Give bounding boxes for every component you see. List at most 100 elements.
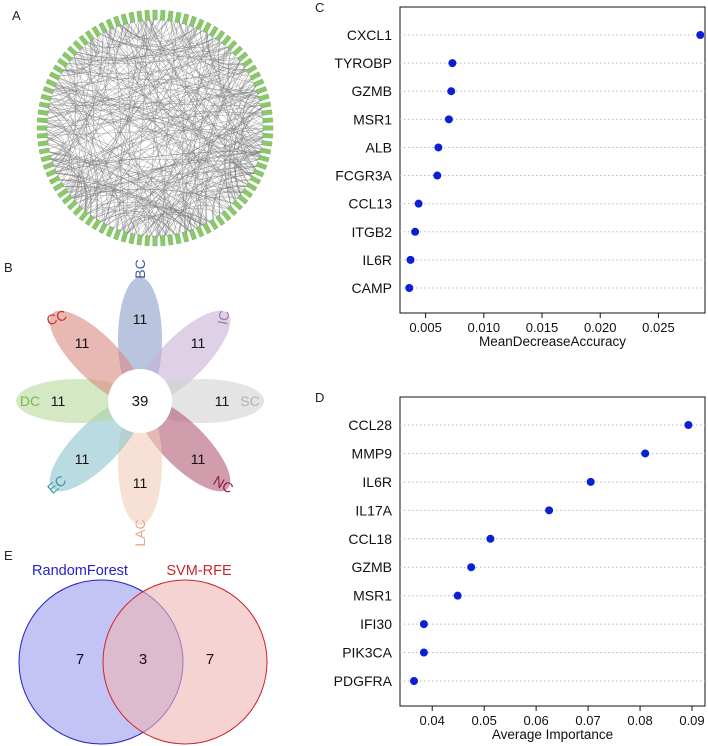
network-edge: [41, 120, 63, 129]
network-node: [188, 228, 197, 241]
network-edge: [102, 15, 148, 229]
network-edge: [46, 45, 83, 98]
petal-value-ic: 11: [191, 335, 206, 351]
c-point: [447, 87, 456, 96]
network-edge: [117, 217, 140, 240]
network-node: [260, 101, 272, 109]
network-node: [181, 231, 190, 243]
network-edge: [77, 135, 268, 211]
network-node: [105, 18, 115, 31]
network-edge: [102, 27, 238, 58]
petal-value-dc: 11: [51, 393, 66, 409]
c-xtick-label: 0.010: [468, 320, 501, 335]
d-category-label: MMP9: [352, 445, 393, 461]
network-edge: [83, 15, 148, 216]
network-node: [226, 40, 238, 51]
network-edge: [162, 56, 243, 241]
petal-value-nc: 11: [191, 451, 206, 467]
network-edge: [46, 158, 208, 229]
network-node: [37, 140, 49, 147]
network-edge: [124, 212, 214, 237]
network-edge: [185, 186, 252, 237]
network-node: [36, 125, 48, 131]
network-node: [136, 10, 143, 22]
venn-count-svm-rfe: 7: [206, 651, 214, 668]
dotplot-c: CXCL1 TYROBP GZMB MSR1 ALB FCGR3A CCL13 ITGB2 IL…: [334, 6, 706, 349]
network-edge: [58, 69, 252, 80]
network-edge: [42, 135, 86, 216]
network-node: [128, 11, 136, 23]
c-category-label: FCGR3A: [335, 168, 392, 184]
network-edge: [96, 112, 267, 225]
network-node: [160, 235, 166, 246]
network-node: [237, 194, 249, 205]
network-node: [78, 34, 89, 46]
network-edge: [51, 24, 111, 174]
network-node: [144, 235, 150, 246]
petal-value-ec: 11: [75, 451, 90, 467]
d-xtick-label: 0.07: [575, 713, 600, 728]
network-edge: [48, 159, 262, 167]
c-plot-frame: [399, 6, 706, 314]
network-edge: [54, 17, 133, 77]
network-node: [37, 133, 48, 139]
network-edge: [46, 158, 233, 211]
network-node: [255, 86, 268, 95]
network-node: [120, 231, 129, 243]
network-edge: [185, 62, 248, 237]
network-edge: [48, 89, 266, 106]
network-node: [91, 218, 101, 231]
network-node: [255, 161, 268, 170]
network-node: [67, 199, 78, 211]
c-point: [433, 171, 442, 180]
petal-value-bc: 11: [133, 311, 148, 327]
network-node: [249, 71, 261, 81]
d-xtick-label: 0.08: [627, 713, 652, 728]
network-node: [57, 188, 69, 199]
network-node: [245, 182, 258, 192]
network-node: [98, 222, 108, 234]
network-edge: [131, 14, 156, 36]
network-node: [249, 175, 261, 185]
c-xtick-label: 0.025: [642, 320, 675, 335]
c-category-label: ITGB2: [352, 224, 393, 240]
c-xtick-label: 0.015: [526, 320, 559, 335]
network-node: [52, 64, 65, 74]
network-edge: [83, 15, 148, 48]
network-edge: [62, 45, 233, 194]
network-edge: [154, 104, 266, 242]
d-point: [410, 677, 418, 685]
network-node: [260, 147, 272, 155]
network-edge: [67, 195, 208, 229]
network-edge: [139, 16, 227, 216]
d-category-label: MSR1: [353, 588, 392, 604]
network-edge: [131, 45, 233, 239]
network-edge: [83, 40, 266, 106]
network-edge: [51, 82, 221, 221]
network-edge: [42, 40, 227, 121]
network-node: [38, 147, 50, 155]
network-edge: [51, 127, 269, 174]
venn-circle-svm-rfe: [102, 579, 268, 745]
network-node: [57, 57, 69, 68]
network-edge: [96, 212, 171, 241]
flower-core-value: 39: [132, 393, 149, 410]
network-edge: [162, 15, 256, 181]
network-node: [209, 218, 219, 231]
d-category-label: IL6R: [362, 474, 392, 490]
network-node: [136, 234, 143, 246]
petal-value-sc: 11: [215, 393, 230, 409]
network-edge: [58, 182, 83, 206]
network-node: [202, 222, 212, 234]
network-edge: [43, 50, 238, 113]
network-node: [252, 78, 265, 88]
network-edge: [42, 21, 193, 121]
network-edge: [54, 62, 76, 181]
panel-label-a: A: [12, 8, 21, 23]
network-node: [72, 40, 84, 51]
petal-label-ic: IC: [214, 309, 232, 326]
network-edge: [51, 82, 81, 206]
network-node: [152, 9, 158, 21]
network-edge: [77, 45, 259, 174]
